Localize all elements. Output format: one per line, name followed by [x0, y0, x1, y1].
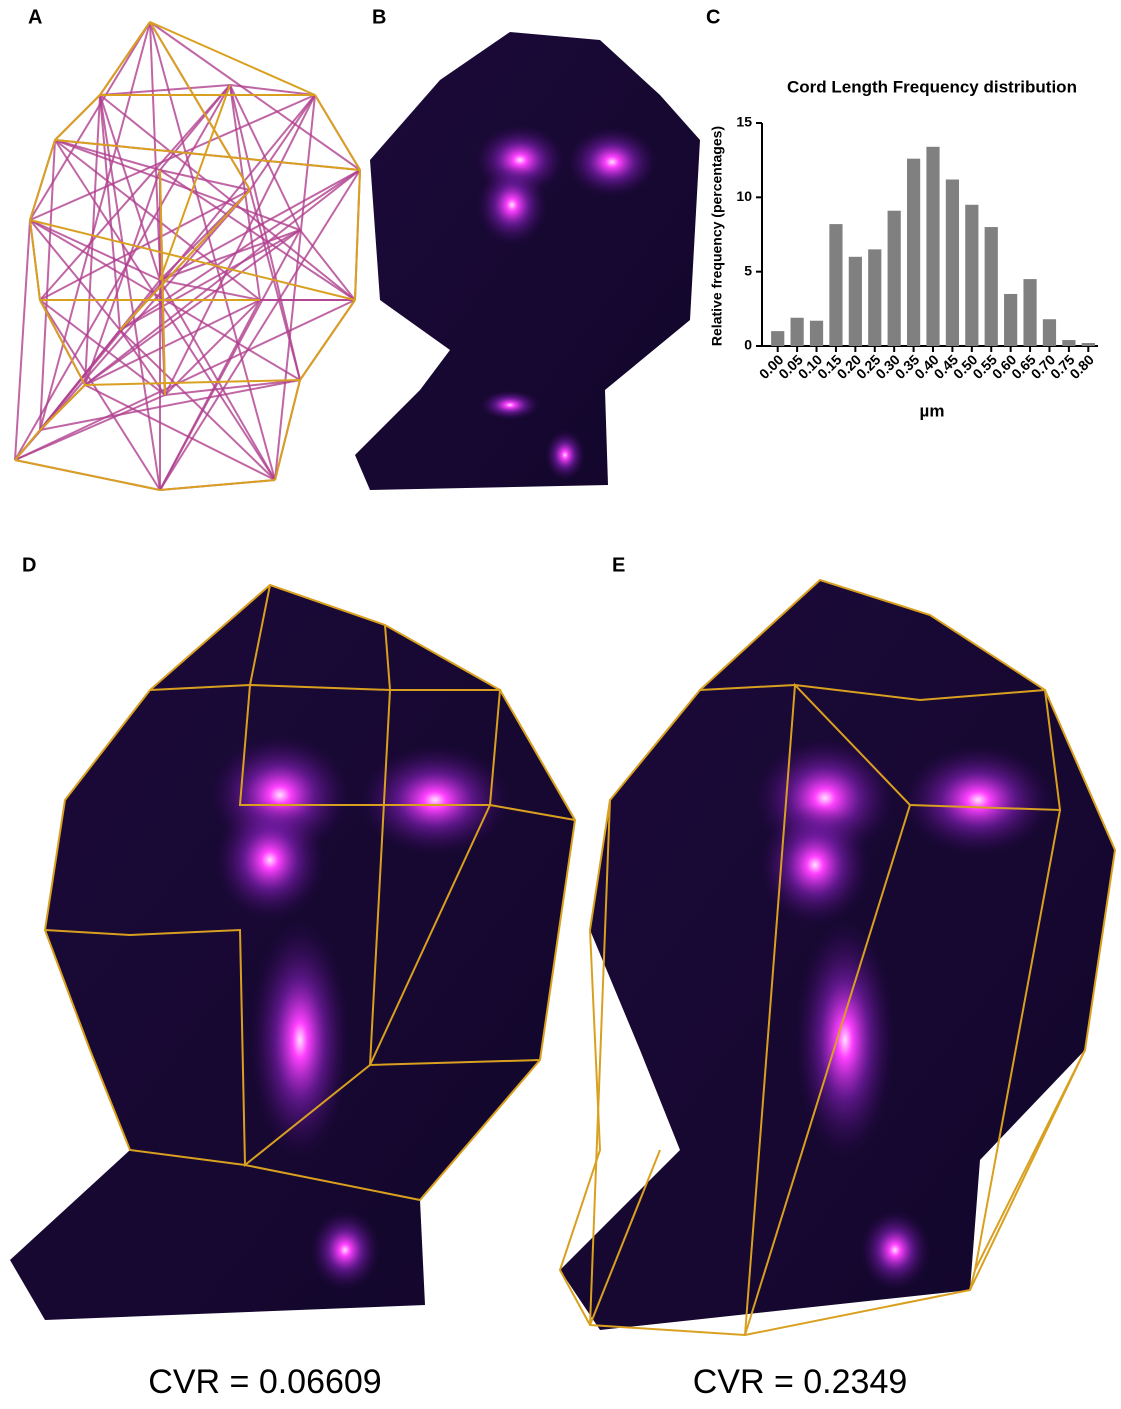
- bar: [1082, 343, 1095, 346]
- y-axis-label: Relative frequency (percentages): [709, 126, 725, 346]
- bar: [907, 159, 920, 346]
- bar: [810, 321, 823, 346]
- wire: [100, 22, 150, 95]
- wire: [150, 22, 315, 95]
- y-tick-label: 10: [736, 188, 752, 204]
- wire: [275, 95, 315, 480]
- y-tick-label: 5: [744, 262, 752, 278]
- mesh-d: [10, 585, 575, 1320]
- panel-label: A: [28, 6, 42, 28]
- wire: [40, 300, 85, 385]
- x-axis-label: µm: [920, 401, 945, 420]
- y-tick-label: 0: [744, 337, 752, 353]
- wire: [275, 380, 300, 480]
- wire: [15, 460, 160, 490]
- x-tick-label: 0.80: [1066, 351, 1097, 382]
- caption: CVR = 0.2349: [693, 1363, 908, 1401]
- wire: [160, 480, 275, 490]
- wireframe-a: [15, 22, 360, 490]
- bar: [849, 257, 862, 346]
- wire: [150, 22, 165, 395]
- bar: [1023, 279, 1036, 346]
- wire: [40, 300, 160, 490]
- wire: [55, 140, 360, 170]
- mesh-b: [355, 32, 700, 490]
- panel-label: D: [22, 554, 36, 576]
- bar: [868, 249, 881, 346]
- wire: [40, 300, 165, 395]
- panel-label: B: [372, 6, 386, 28]
- bar: [926, 147, 939, 346]
- bar: [1004, 294, 1017, 346]
- bar: [888, 211, 901, 346]
- wire: [355, 170, 360, 300]
- bar: [946, 179, 959, 346]
- chart-title: Cord Length Frequency distribution: [787, 77, 1077, 96]
- wire: [30, 220, 120, 330]
- wire: [160, 280, 260, 300]
- panel-label: C: [706, 6, 720, 28]
- bar: [771, 331, 784, 346]
- wire: [315, 95, 360, 170]
- bar: [1062, 340, 1075, 346]
- wire: [85, 385, 275, 480]
- wire: [100, 85, 230, 95]
- wire: [30, 220, 40, 300]
- bar: [791, 318, 804, 346]
- figure: A B C D E CVR = 0.06609 CVR = 0.2349 Cor…: [0, 0, 1121, 1409]
- caption: CVR = 0.06609: [148, 1363, 381, 1401]
- mesh-e: [560, 580, 1115, 1335]
- bar: [985, 227, 998, 346]
- bar: [1043, 319, 1056, 346]
- wire: [15, 220, 30, 460]
- y-tick-label: 15: [736, 114, 752, 130]
- wire: [160, 170, 360, 490]
- wire: [15, 395, 165, 460]
- bar: [965, 205, 978, 346]
- panel-label: E: [612, 554, 625, 576]
- bar: [829, 224, 842, 346]
